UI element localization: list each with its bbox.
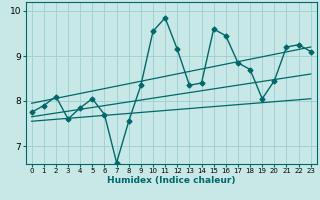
X-axis label: Humidex (Indice chaleur): Humidex (Indice chaleur) xyxy=(107,176,236,185)
